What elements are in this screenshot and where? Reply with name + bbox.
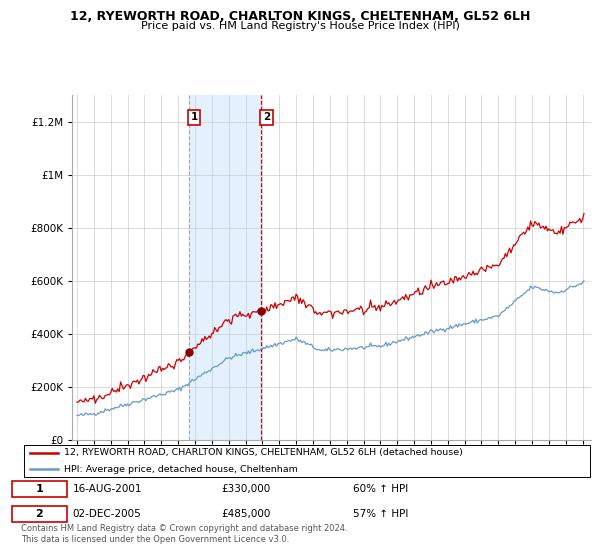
Text: This data is licensed under the Open Government Licence v3.0.: This data is licensed under the Open Gov… — [21, 534, 289, 544]
Text: HPI: Average price, detached house, Cheltenham: HPI: Average price, detached house, Chel… — [64, 465, 298, 474]
Text: 16-AUG-2001: 16-AUG-2001 — [73, 484, 142, 494]
Text: 2: 2 — [35, 508, 43, 519]
Text: 1: 1 — [190, 113, 197, 123]
FancyBboxPatch shape — [24, 445, 590, 478]
Text: 60% ↑ HPI: 60% ↑ HPI — [353, 484, 409, 494]
Text: 02-DEC-2005: 02-DEC-2005 — [73, 508, 142, 519]
Bar — [188, 95, 261, 440]
Text: 1: 1 — [35, 484, 43, 494]
Text: 57% ↑ HPI: 57% ↑ HPI — [353, 508, 409, 519]
Text: Contains HM Land Registry data © Crown copyright and database right 2024.: Contains HM Land Registry data © Crown c… — [21, 524, 347, 533]
Text: 12, RYEWORTH ROAD, CHARLTON KINGS, CHELTENHAM, GL52 6LH: 12, RYEWORTH ROAD, CHARLTON KINGS, CHELT… — [70, 10, 530, 23]
FancyBboxPatch shape — [13, 480, 67, 497]
Text: Price paid vs. HM Land Registry's House Price Index (HPI): Price paid vs. HM Land Registry's House … — [140, 21, 460, 31]
Text: 2: 2 — [263, 113, 270, 123]
Text: 12, RYEWORTH ROAD, CHARLTON KINGS, CHELTENHAM, GL52 6LH (detached house): 12, RYEWORTH ROAD, CHARLTON KINGS, CHELT… — [64, 448, 463, 458]
Text: £485,000: £485,000 — [221, 508, 271, 519]
FancyBboxPatch shape — [13, 506, 67, 522]
Text: £330,000: £330,000 — [221, 484, 271, 494]
